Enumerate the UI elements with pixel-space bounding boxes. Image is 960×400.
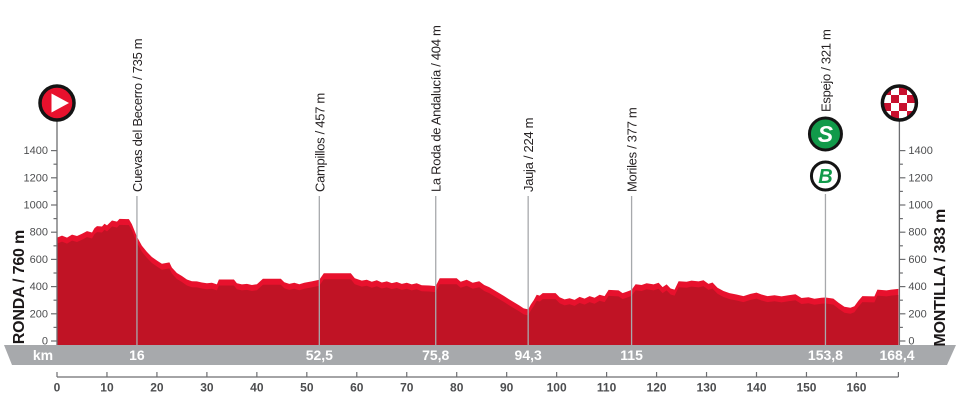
axis-tick-label: 400 xyxy=(908,281,926,293)
sprint-badge-letter: S xyxy=(818,121,834,147)
bonus-badge-icon xyxy=(809,160,841,192)
play-triangle-icon xyxy=(51,93,69,113)
axis-tick-label: 1400 xyxy=(908,145,932,157)
waypoint-label: Campillos / 457 m xyxy=(312,93,327,192)
axis-tick-label: 800 xyxy=(908,227,926,239)
axis-tick-label: 600 xyxy=(908,254,926,266)
axis-tick-label: 200 xyxy=(908,308,926,320)
profile-body-group xyxy=(57,224,899,345)
ruler-label: 140 xyxy=(746,381,766,395)
km-bar-label: 153,8 xyxy=(808,347,843,363)
ruler-label: 20 xyxy=(150,381,164,395)
ruler-label: 110 xyxy=(597,381,617,395)
ruler-label: 70 xyxy=(400,381,414,395)
ruler-label: 100 xyxy=(547,381,567,395)
km-bar-label: 115 xyxy=(620,347,643,363)
start-elevation-label: RONDA / 760 m xyxy=(11,229,28,344)
axis-tick-label: 1000 xyxy=(908,200,932,212)
ruler-label: 130 xyxy=(697,381,717,395)
ruler-label: 80 xyxy=(450,381,464,395)
ruler-label: 30 xyxy=(200,381,214,395)
axis-tick-label: 800 xyxy=(30,227,48,239)
ruler-label: 50 xyxy=(300,381,314,395)
axis-tick-label: 400 xyxy=(30,281,48,293)
axis-tick-label: 600 xyxy=(30,254,48,266)
waypoint-label: Jauja / 224 m xyxy=(521,118,536,192)
waypoint-label: La Roda de Andalucía / 404 m xyxy=(429,25,444,192)
ruler-label: 150 xyxy=(796,381,816,395)
ruler-label: 160 xyxy=(846,381,866,395)
profile-texture-coarse xyxy=(57,224,899,345)
ruler-label: 90 xyxy=(500,381,514,395)
km-bar-label: 52,5 xyxy=(306,347,333,363)
km-bar-label: 16 xyxy=(129,347,145,363)
km-bar-finish-label: 168,4 xyxy=(879,347,914,363)
km-bar-label: 75,8 xyxy=(422,347,449,363)
axis-tick-label: 1400 xyxy=(24,145,48,157)
ruler-label: 60 xyxy=(350,381,364,395)
axis-tick-label: 0 xyxy=(908,336,914,348)
axis-tick-label: 200 xyxy=(30,308,48,320)
bonus-badge-letter: B xyxy=(818,166,832,188)
sprint-badge-icon xyxy=(807,116,843,152)
axis-tick-label: 1000 xyxy=(24,200,48,212)
ruler-label: 120 xyxy=(647,381,667,395)
axis-tick-label: 1200 xyxy=(24,172,48,184)
km-bar-legend: km xyxy=(33,347,53,363)
axis-tick-label: 1200 xyxy=(908,172,932,184)
waypoint-label: Espejo / 321 m xyxy=(818,29,833,112)
km-bar-label: 94,3 xyxy=(515,347,542,363)
ruler-label: 0 xyxy=(54,381,61,395)
waypoint-label: Cuevas del Becerro / 735 m xyxy=(130,39,145,192)
ruler-label: 10 xyxy=(100,381,114,395)
finish-checkered-icon xyxy=(880,84,919,122)
ruler-label: 40 xyxy=(250,381,264,395)
axis-tick-label: 0 xyxy=(42,336,48,348)
km-bar xyxy=(4,345,956,365)
finish-elevation-label: MONTILLA / 383 m xyxy=(932,209,949,347)
waypoint-label: Moriles / 377 m xyxy=(625,108,640,192)
